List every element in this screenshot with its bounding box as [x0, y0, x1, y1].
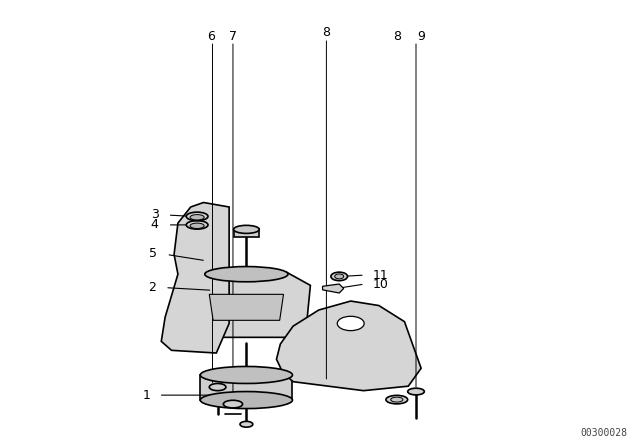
- Text: 5: 5: [150, 246, 157, 260]
- Text: 9: 9: [417, 30, 425, 43]
- Polygon shape: [209, 294, 284, 320]
- Ellipse shape: [209, 383, 226, 391]
- Text: 6: 6: [207, 30, 215, 43]
- Ellipse shape: [223, 401, 243, 408]
- Ellipse shape: [390, 397, 403, 402]
- Ellipse shape: [190, 215, 204, 220]
- Text: 8: 8: [393, 30, 401, 43]
- Text: 4: 4: [151, 218, 159, 232]
- Ellipse shape: [337, 316, 364, 331]
- Text: 00300028: 00300028: [580, 428, 627, 438]
- Ellipse shape: [240, 421, 253, 427]
- Text: 10: 10: [372, 277, 388, 291]
- Ellipse shape: [186, 212, 208, 221]
- Text: 1: 1: [143, 388, 150, 402]
- Polygon shape: [200, 375, 292, 400]
- Ellipse shape: [331, 272, 348, 280]
- Text: 7: 7: [229, 30, 237, 43]
- Text: 3: 3: [151, 207, 159, 221]
- Ellipse shape: [408, 388, 424, 395]
- Text: 2: 2: [148, 281, 156, 294]
- Polygon shape: [234, 229, 259, 237]
- Ellipse shape: [186, 221, 208, 229]
- Ellipse shape: [205, 267, 288, 282]
- Text: 11: 11: [372, 268, 388, 282]
- Polygon shape: [323, 284, 344, 293]
- Ellipse shape: [386, 396, 408, 404]
- Polygon shape: [161, 202, 229, 353]
- Polygon shape: [182, 272, 310, 337]
- Polygon shape: [276, 301, 421, 391]
- Ellipse shape: [190, 223, 204, 228]
- Ellipse shape: [335, 274, 344, 279]
- Ellipse shape: [200, 392, 292, 409]
- Ellipse shape: [234, 225, 259, 233]
- Ellipse shape: [200, 366, 292, 383]
- Text: 8: 8: [323, 26, 330, 39]
